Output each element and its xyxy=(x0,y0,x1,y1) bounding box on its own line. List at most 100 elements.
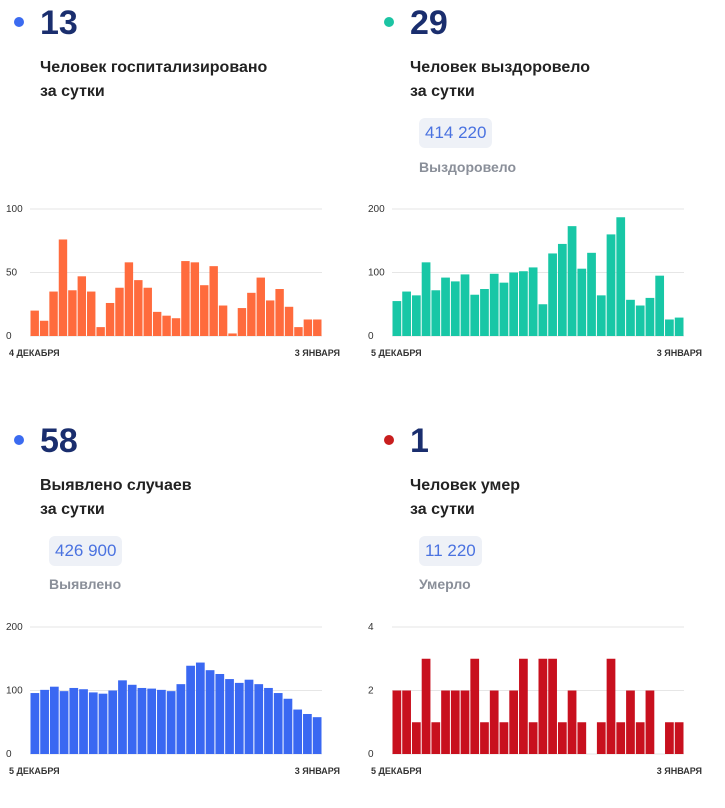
bar xyxy=(124,262,134,336)
bar xyxy=(596,295,606,336)
bar xyxy=(39,320,49,336)
bar xyxy=(69,687,79,754)
bar xyxy=(237,308,247,336)
y-tick-label: 200 xyxy=(368,204,385,215)
bar xyxy=(528,722,538,754)
bar xyxy=(152,311,162,336)
x-end-label: 3 ЯНВАРЯ xyxy=(295,766,340,776)
bar xyxy=(234,682,244,754)
hospitalized-bar-chart: 0 50 100 4 ДЕКАБРЯ 3 ЯНВАРЯ xyxy=(6,204,340,358)
bar xyxy=(674,317,684,336)
y-tick-label: 100 xyxy=(368,268,385,279)
y-tick-label: 200 xyxy=(6,622,23,633)
bar xyxy=(303,319,313,336)
bar xyxy=(480,289,489,336)
bar xyxy=(431,290,441,336)
x-end-label: 3 ЯНВАРЯ xyxy=(295,348,340,358)
bar xyxy=(218,305,228,336)
bar xyxy=(538,304,548,336)
bar xyxy=(293,709,303,754)
bar xyxy=(450,281,460,336)
recovered-total-badge: 414 220 xyxy=(419,118,493,148)
bar xyxy=(256,277,265,336)
bar xyxy=(284,306,294,336)
bar xyxy=(509,690,519,754)
bar xyxy=(98,693,108,754)
y-tick-label: 0 xyxy=(368,749,374,760)
detected-total-label: Выявлено xyxy=(49,576,122,592)
deaths-count: 1 xyxy=(410,422,429,460)
recovered-dot-icon xyxy=(384,17,394,27)
deaths-dot-icon xyxy=(384,435,394,445)
bar xyxy=(228,333,237,336)
bar xyxy=(283,698,293,754)
bar xyxy=(171,318,181,336)
bar xyxy=(215,673,225,754)
bar xyxy=(665,319,674,336)
recovered-panel: 29 Человек выздоровело за сутки 414 220 … xyxy=(368,0,715,390)
bar xyxy=(577,722,587,754)
recovered-label-line2: за сутки xyxy=(410,83,475,100)
bar xyxy=(49,291,58,336)
bar xyxy=(616,722,626,754)
bar xyxy=(411,722,421,754)
bar xyxy=(528,267,538,336)
bar xyxy=(402,291,411,336)
bar xyxy=(115,287,124,336)
bar xyxy=(567,690,577,754)
bar xyxy=(499,722,509,754)
bar xyxy=(88,692,98,754)
bar xyxy=(77,276,87,336)
bar xyxy=(96,327,105,336)
bar xyxy=(616,217,626,336)
bar xyxy=(195,662,205,754)
bar xyxy=(509,272,519,336)
bar xyxy=(421,262,431,336)
bar xyxy=(40,689,49,754)
bar xyxy=(441,690,450,754)
hospitalized-label-line1: Человек госпитализировано xyxy=(40,59,268,76)
detected-panel: 58 Выявлено случаев за сутки 426 900 Выя… xyxy=(0,418,345,808)
bar xyxy=(392,301,402,336)
bar xyxy=(186,665,195,754)
bar xyxy=(205,670,215,754)
bar xyxy=(606,658,616,754)
deaths-bar-chart: 0 2 4 5 ДЕКАБРЯ 3 ЯНВАРЯ xyxy=(368,622,702,776)
bar xyxy=(538,658,548,754)
bar xyxy=(162,315,171,336)
bar xyxy=(118,680,127,754)
bar xyxy=(265,300,275,336)
bar xyxy=(312,717,322,754)
bar xyxy=(303,713,312,754)
bar xyxy=(190,262,200,336)
bar xyxy=(176,684,186,754)
bar xyxy=(209,266,218,336)
x-start-label: 5 ДЕКАБРЯ xyxy=(9,766,60,776)
bar xyxy=(489,273,499,336)
recovered-bar-chart: 0 100 200 5 ДЕКАБРЯ 3 ЯНВАРЯ xyxy=(368,204,702,358)
bar xyxy=(674,722,684,754)
bar xyxy=(275,289,284,336)
bar xyxy=(431,722,441,754)
bar xyxy=(450,690,460,754)
x-start-label: 5 ДЕКАБРЯ xyxy=(371,348,422,358)
y-tick-label: 4 xyxy=(368,622,374,633)
bar xyxy=(441,277,450,336)
bar xyxy=(166,691,176,754)
bar xyxy=(244,679,254,754)
bar xyxy=(567,226,577,336)
bar xyxy=(247,292,256,336)
recovered-total-label: Выздоровело xyxy=(419,159,517,175)
hospitalized-label-line2: за сутки xyxy=(40,83,105,100)
bar xyxy=(548,253,557,336)
bar xyxy=(68,290,77,336)
bar xyxy=(489,690,499,754)
y-tick-label: 0 xyxy=(6,331,12,342)
bar xyxy=(59,691,69,754)
detected-dot-icon xyxy=(14,435,24,445)
y-tick-label: 100 xyxy=(6,204,23,215)
bar xyxy=(460,274,470,336)
bar xyxy=(557,722,567,754)
x-start-label: 4 ДЕКАБРЯ xyxy=(9,348,60,358)
bar xyxy=(30,693,40,754)
